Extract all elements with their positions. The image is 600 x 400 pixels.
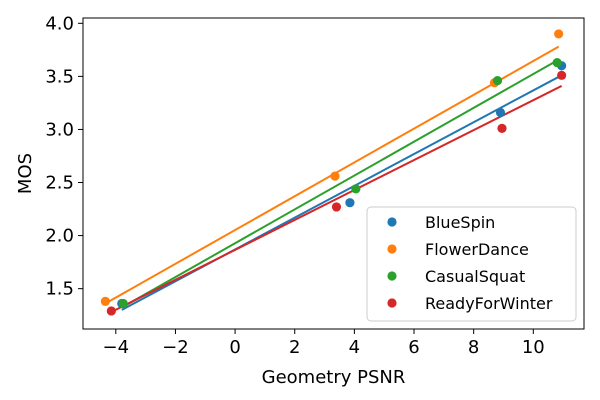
y-tick-label: 4.0 [45, 13, 74, 34]
plot-frame [82, 17, 585, 330]
legend-label-bluespin: BlueSpin [425, 213, 495, 232]
point-casualsquat-3 [552, 57, 562, 68]
x-tick-label: 6 [408, 337, 419, 358]
y-tick-label: 2.0 [45, 226, 74, 247]
fit-line-casualsquat [122, 59, 558, 308]
legend-label-casualsquat: CasualSquat [425, 267, 525, 286]
point-readyforwinter-3 [557, 70, 567, 80]
legend-marker-flowerdance [387, 244, 397, 254]
point-casualsquat-2 [492, 76, 503, 86]
x-tick-label: 2 [289, 337, 300, 358]
data-points [100, 29, 567, 316]
point-readyforwinter-1 [331, 202, 342, 212]
fit-lines [104, 45, 563, 313]
x-tick-label: 4 [349, 337, 360, 358]
legend-label-readyforwinter: ReadyForWinter [425, 294, 553, 313]
y-tick-label: 3.5 [45, 66, 74, 87]
x-tick-label: 10 [522, 337, 545, 358]
x-tick-label: 8 [468, 337, 479, 358]
x-tick-label: 0 [229, 337, 240, 358]
legend-marker-casualsquat [387, 271, 397, 281]
point-flowerdance-3 [554, 29, 564, 39]
legend-marker-readyforwinter [387, 298, 397, 308]
point-bluespin-2 [495, 107, 506, 118]
legend-marker-bluespin [387, 217, 397, 227]
legend-box [366, 206, 577, 322]
y-tick-label: 2.5 [45, 173, 74, 194]
point-casualsquat-0 [118, 298, 128, 309]
y-tick-label: 1.5 [45, 279, 74, 300]
x-axis-label: Geometry PSNR [262, 367, 406, 388]
point-flowerdance-1 [330, 171, 340, 181]
point-bluespin-1 [345, 198, 355, 208]
point-readyforwinter-0 [106, 306, 116, 316]
legend: BlueSpin FlowerDance CasualSquat ReadyForWi… [366, 206, 577, 322]
point-flowerdance-0 [100, 296, 110, 307]
y-tick-label: 3.0 [45, 119, 74, 140]
x-tick-label: −2 [162, 337, 189, 358]
point-readyforwinter-2 [497, 123, 507, 133]
point-casualsquat-1 [351, 184, 361, 194]
x-tick-label: −4 [103, 337, 130, 358]
y-axis-ticks: 1.5 2.0 2.5 3.0 3.5 4.0 [45, 13, 83, 300]
y-axis-label: MOS [15, 153, 36, 194]
fit-line-readyforwinter [110, 85, 563, 313]
x-axis-ticks: −4 −2 0 2 4 6 8 10 [103, 329, 545, 358]
legend-label-flowerdance: FlowerDance [425, 240, 529, 259]
